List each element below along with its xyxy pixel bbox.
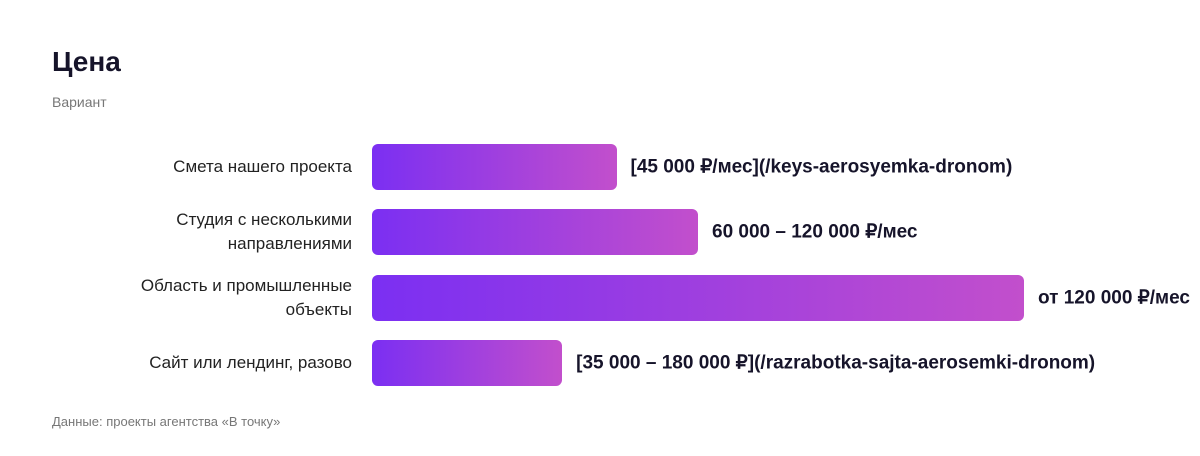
bar [372, 339, 563, 386]
category-label: Смета нашего проекта [173, 157, 352, 176]
bar [372, 209, 698, 256]
value-label: [45 000 ₽/мес](/keys-aerosyemka-dronom) [630, 156, 1013, 178]
value-label: от 120 000 ₽/мес [1038, 287, 1190, 309]
chart-subtitle: Вариант [52, 94, 107, 110]
chart-title: Цена [52, 46, 121, 77]
source-note: Данные: проекты агентства «В точку» [52, 414, 281, 429]
value-label: [35 000 – 180 000 ₽](/razrabotka-sajta-a… [576, 352, 1096, 374]
value-label: 60 000 – 120 000 ₽/мес [712, 221, 918, 243]
category-label: Студия с несколькими направлениями [176, 210, 352, 254]
bar [372, 274, 1024, 321]
category-label: Область и промышленные объекты [140, 275, 352, 319]
category-label: Сайт или лендинг, разово [149, 352, 352, 372]
bar [372, 144, 617, 190]
